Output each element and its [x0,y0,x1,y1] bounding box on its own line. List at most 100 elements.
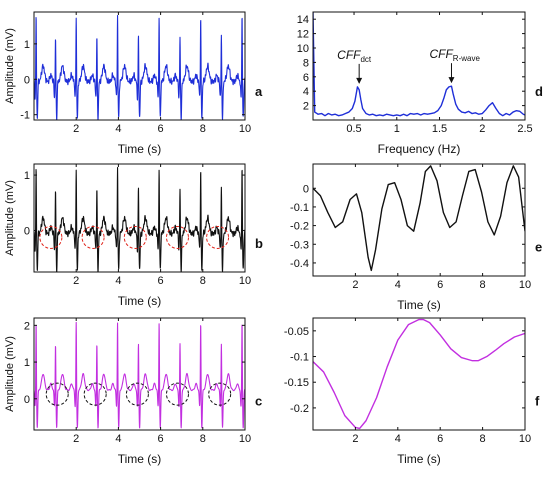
series-line-a-0 [34,14,245,120]
y-tick-label-c: 2 [24,320,30,332]
y-tick-label-f: -0.15 [284,377,309,389]
y-tick-label-f: -0.05 [284,326,309,338]
panel-letter-b: b [255,236,263,251]
x-tick-label-d: 1 [394,123,400,135]
y-tick-label-e: -0.1 [290,202,309,214]
y-tick-label-a: -1 [20,110,30,122]
y-tick-label-e: -0.3 [290,239,309,251]
panel-letter-d: d [535,84,543,99]
annotation-circle-c-0 [45,382,69,406]
annotation-circle-c-2 [125,382,149,406]
y-tick-label-d: 12 [297,29,309,41]
annotation-circle-c-1 [83,382,107,406]
x-tick-label-c: 8 [200,433,206,445]
annotation-circle-b-1 [81,225,105,249]
x-axis-label-b: Time (s) [118,294,162,308]
x-tick-label-e: 10 [519,279,531,291]
annotation-label-peak2: CFFR-wave [429,47,480,63]
x-axis-label-a: Time (s) [118,142,162,156]
panel-letter-f: f [535,393,540,408]
series-line-e-0 [313,165,525,272]
axes-box-f [312,317,526,431]
annotation-circle-c-3 [165,382,189,406]
y-tick-label-e: -0.4 [290,258,309,270]
y-tick-label-d: 2 [303,101,309,113]
x-tick-label-e: 2 [352,279,358,291]
x-tick-label-d: 2.5 [517,123,532,135]
series-line-c-0 [34,321,245,429]
y-tick-label-b: 0 [24,225,30,237]
x-tick-label-c: 2 [73,433,79,445]
annotation-label-peak1: CFFdct [337,48,372,64]
x-axis-label-e: Time (s) [397,298,441,312]
x-tick-label-a: 4 [115,123,121,135]
y-tick-label-e: 0 [303,183,309,195]
x-tick-label-e: 8 [480,279,486,291]
y-tick-label-a: 1 [24,39,30,51]
annotation-circle-b-4 [206,225,230,249]
x-tick-label-f: 2 [352,433,358,445]
x-tick-label-c: 6 [158,433,164,445]
y-tick-label-e: -0.2 [290,221,309,233]
y-tick-label-b: 1 [24,170,30,182]
y-tick-label-c: 0 [24,394,30,406]
x-tick-label-a: 10 [239,123,251,135]
x-tick-label-c: 4 [115,433,121,445]
axes-box-e [312,163,526,277]
x-tick-label-d: 0.5 [346,123,361,135]
annotation-circle-b-2 [123,225,147,249]
panel-d: CFFdct CFFR-wave [312,11,526,121]
y-axis-label-a: Amplitude (mV) [4,28,16,104]
panel-c [33,317,246,431]
x-tick-label-b: 6 [158,275,164,287]
y-tick-label-f: -0.1 [290,352,309,364]
annotation-circle-c-4 [208,382,232,406]
x-tick-label-f: 4 [395,433,401,445]
x-tick-label-f: 6 [437,433,443,445]
x-axis-label-f: Time (s) [397,452,441,466]
x-tick-label-f: 10 [519,433,531,445]
y-tick-label-d: 6 [303,72,309,84]
x-tick-label-b: 10 [239,275,251,287]
y-axis-label-b: Amplitude (mV) [4,180,16,256]
y-axis-label-c: Amplitude (mV) [4,336,16,412]
panel-letter-c: c [255,393,262,408]
axes-box-d [312,11,526,121]
axes-box-a [33,11,246,121]
x-tick-label-b: 8 [200,275,206,287]
annotation-circle-b-0 [39,225,63,249]
x-tick-label-d: 1.5 [432,123,447,135]
series-line-d-0 [313,12,525,117]
y-tick-label-d: 10 [297,43,309,55]
x-tick-label-c: 10 [239,433,251,445]
y-tick-label-d: 14 [297,14,309,26]
y-tick-label-f: -0.2 [290,403,309,415]
panel-b [33,163,246,273]
panel-letter-e: e [535,239,542,254]
annotation-circle-b-3 [165,225,189,249]
x-tick-label-d: 2 [479,123,485,135]
x-tick-label-a: 6 [158,123,164,135]
axes-box-b [33,163,246,273]
arrow-head-peak2 [448,77,455,84]
x-tick-label-e: 4 [395,279,401,291]
y-tick-label-c: 1 [24,357,30,369]
x-axis-label-d: Frequency (Hz) [378,142,461,156]
x-tick-label-e: 6 [437,279,443,291]
x-tick-label-a: 8 [200,123,206,135]
panel-letter-a: a [255,84,263,99]
panel-e [312,163,526,277]
arrow-head-peak1 [356,77,363,84]
y-tick-label-a: 0 [24,74,30,86]
y-tick-label-d: 8 [303,57,309,69]
series-line-f-0 [313,318,525,430]
x-axis-label-c: Time (s) [118,452,162,466]
y-tick-label-d: 4 [303,86,309,98]
x-tick-label-a: 2 [73,123,79,135]
series-line-b-0 [34,166,245,272]
panel-a [33,11,246,121]
x-tick-label-f: 8 [480,433,486,445]
x-tick-label-b: 4 [115,275,121,287]
x-tick-label-b: 2 [73,275,79,287]
